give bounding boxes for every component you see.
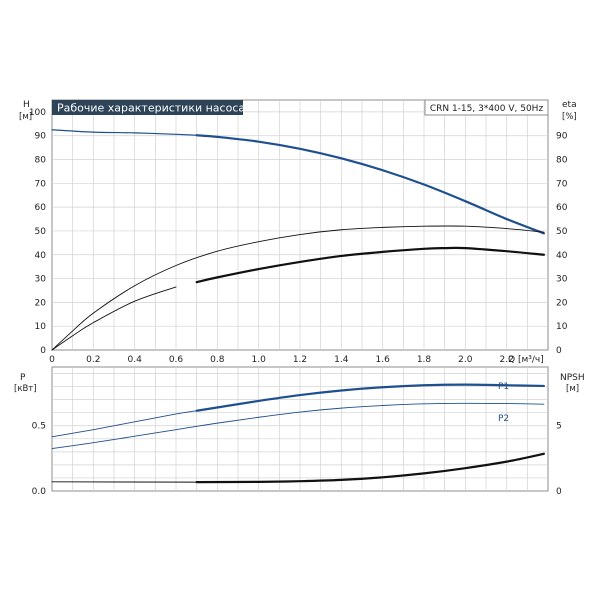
chart-title-background: [52, 100, 243, 115]
q-tick-label: 0.4: [128, 355, 143, 365]
eta-axis-ticks: 0 10 20 30 40 50 60 70 80 90: [556, 132, 568, 356]
p-axis-label: P: [20, 373, 26, 383]
h-tick-label: 20: [35, 298, 47, 308]
h-tick-label: 50: [35, 227, 47, 237]
chart-title: Рабочие характеристики насоса: [57, 102, 245, 115]
p-tick-label: 0.5: [32, 422, 46, 432]
head-efficiency-panel: 0 10 20 30 40 50 60 70 80 90 100 0 10 20 30 40 50 60 70 80…: [19, 99, 577, 365]
q-tick-label: 2.2: [500, 355, 514, 365]
npsh-axis-ticks: 05: [556, 422, 562, 497]
eta-tick-label: 10: [556, 322, 568, 332]
pump-model-label: CRN 1-15, 3*400 V, 50Hz: [430, 104, 544, 114]
power-npsh-panel: 0.00.5 05 P [кВт] NPSH [м] P1 P2: [14, 366, 585, 497]
eta-tick-label: 40: [556, 251, 568, 261]
p1-power-curve-segment: [51, 410, 198, 438]
head-curve-segment: [195, 134, 545, 235]
q-tick-label: 1.0: [252, 355, 267, 365]
bottom-grid: [52, 367, 548, 491]
h-tick-label: 80: [35, 156, 47, 166]
eta-tick-label: 70: [556, 179, 568, 189]
head-curve-segment: [51, 129, 198, 136]
eta-axis-label: eta: [562, 100, 577, 110]
h-tick-label: 0: [40, 346, 46, 356]
h-tick-label: 60: [35, 203, 47, 213]
h-axis-ticks: 0 10 20 30 40 50 60 70 80 90 100: [29, 108, 46, 356]
eta-tick-label: 50: [556, 227, 568, 237]
q-tick-label: 0.8: [210, 355, 225, 365]
h-tick-label: 30: [35, 275, 47, 285]
efficiency-curve-segment: [195, 246, 545, 284]
q-tick-label: 1.2: [293, 355, 307, 365]
efficiency-curve-segment: [51, 225, 545, 351]
bottom-curves: [51, 383, 545, 484]
p-axis-unit: [кВт]: [14, 384, 37, 394]
p1-power-curve-segment: [195, 383, 545, 412]
h-axis-label: H: [23, 100, 30, 110]
efficiency-curve-segment: [51, 286, 177, 351]
eta-tick-label: 0: [556, 346, 562, 356]
q-tick-label: 0.2: [86, 355, 100, 365]
p1-curve-label: P1: [498, 382, 509, 392]
h-tick-label: 40: [35, 251, 47, 261]
eta-tick-label: 60: [556, 203, 568, 213]
eta-axis-unit: [%]: [562, 112, 577, 122]
q-tick-label: 1.6: [376, 355, 391, 365]
npsh-tick-label: 5: [556, 422, 562, 432]
model-box: [424, 99, 549, 116]
top-curves: [51, 129, 545, 351]
p-axis-ticks: 0.0 0.5: [32, 422, 47, 497]
q-axis-label: Q [м³/ч]: [508, 355, 544, 365]
p2-power-curve-segment: [51, 402, 545, 450]
p2-curve-label: P2: [498, 414, 509, 424]
eta-tick-label: 80: [556, 156, 568, 166]
q-tick-label: 0: [49, 355, 55, 365]
q-tick-label: 1.4: [334, 355, 349, 365]
q-tick-label: 1.8: [417, 355, 432, 365]
npsh-axis-label: NPSH: [560, 373, 585, 383]
q-axis-ticks: 0 0.2 0.4 0.6 0.8 1.0 1.2 1.4 1.6 1.8 2.0 2.2: [49, 355, 514, 365]
npsh-tick-label: 0: [556, 487, 562, 497]
eta-tick-label: 30: [556, 275, 568, 285]
h-axis-unit: [м]: [19, 112, 32, 122]
eta-tick-label: 20: [556, 298, 568, 308]
p-tick-label: 0.0: [32, 487, 47, 497]
h-tick-label: 10: [35, 322, 47, 332]
npsh-axis-unit: [м]: [566, 384, 579, 394]
q-tick-label: 0.6: [169, 355, 184, 365]
h-tick-label: 70: [35, 179, 47, 189]
h-tick-label: 100: [29, 108, 46, 118]
h-tick-label: 90: [35, 132, 47, 142]
npsh-curve-segment: [195, 452, 545, 484]
eta-tick-label: 90: [556, 132, 568, 142]
q-tick-label: 2.0: [458, 355, 473, 365]
